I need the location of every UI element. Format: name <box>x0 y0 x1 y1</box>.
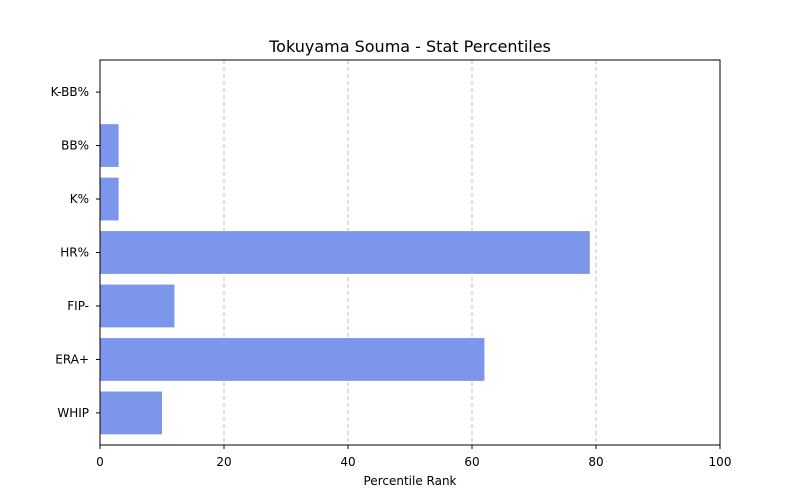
x-tick-label: 80 <box>588 455 603 469</box>
y-tick-label: FIP- <box>67 299 89 313</box>
bar-k <box>100 177 119 221</box>
bar-era <box>100 338 485 381</box>
y-tick-label: HR% <box>60 246 89 260</box>
bar-fip <box>100 284 175 328</box>
y-tick-label: K% <box>70 192 89 206</box>
bar-whip <box>100 391 162 435</box>
x-tick-label: 40 <box>340 455 355 469</box>
bar-bb <box>100 124 119 167</box>
bar-hr <box>100 231 590 274</box>
y-axis-ticks: K-BB% BB% K% HR% FIP- ERA+ WHIP <box>51 85 100 420</box>
chart-title: Tokuyama Souma - Stat Percentiles <box>268 37 551 56</box>
y-tick-label: WHIP <box>57 406 89 420</box>
x-axis-ticks: 0 20 40 60 80 100 <box>96 445 731 469</box>
bars <box>100 124 590 435</box>
x-tick-label: 0 <box>96 455 104 469</box>
y-tick-label: K-BB% <box>51 85 89 99</box>
y-tick-label: BB% <box>61 139 89 153</box>
x-tick-label: 100 <box>709 455 732 469</box>
x-tick-label: 20 <box>216 455 231 469</box>
x-tick-label: 60 <box>464 455 479 469</box>
x-axis-label: Percentile Rank <box>364 474 457 488</box>
y-tick-label: ERA+ <box>55 352 89 366</box>
